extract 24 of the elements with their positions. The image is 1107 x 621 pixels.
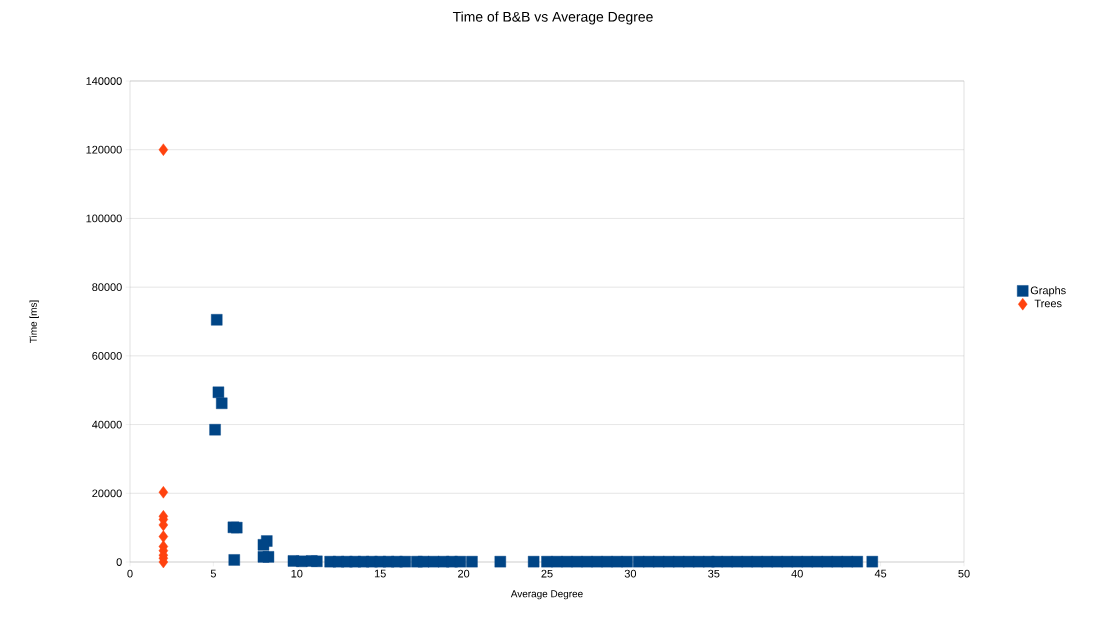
x-tick-label: 35: [708, 569, 720, 578]
x-tick-label: 15: [374, 569, 386, 578]
chart-title: Time of B&B vs Average Degree: [452, 11, 653, 25]
y-tick-label: 40000: [92, 420, 122, 429]
y-tick-label: 80000: [92, 283, 122, 292]
x-tick-label: 0: [127, 569, 133, 578]
legend-label: Graphs: [1030, 286, 1066, 297]
x-axis-title: Average Degree: [510, 590, 583, 600]
y-tick-label: 20000: [92, 489, 122, 498]
x-tick-label: 40: [791, 569, 803, 578]
x-tick-label: 30: [624, 569, 637, 578]
y-tick-label: 100000: [86, 214, 122, 223]
y-tick-label: 60000: [92, 351, 122, 360]
x-tick-label: 20: [458, 569, 470, 578]
y-tick-label: 120000: [86, 145, 122, 154]
x-tick-label: 45: [874, 569, 887, 578]
x-tick-label: 25: [541, 569, 553, 578]
x-tick-label: 5: [210, 569, 216, 578]
x-tick-label: 10: [291, 569, 303, 578]
y-tick-label: 140000: [86, 77, 122, 85]
y-tick-label: 0: [116, 558, 122, 566]
legend-label: Trees: [1034, 299, 1062, 308]
x-tick-label: 50: [958, 569, 970, 578]
y-axis-title: Time [ms]: [29, 300, 39, 343]
